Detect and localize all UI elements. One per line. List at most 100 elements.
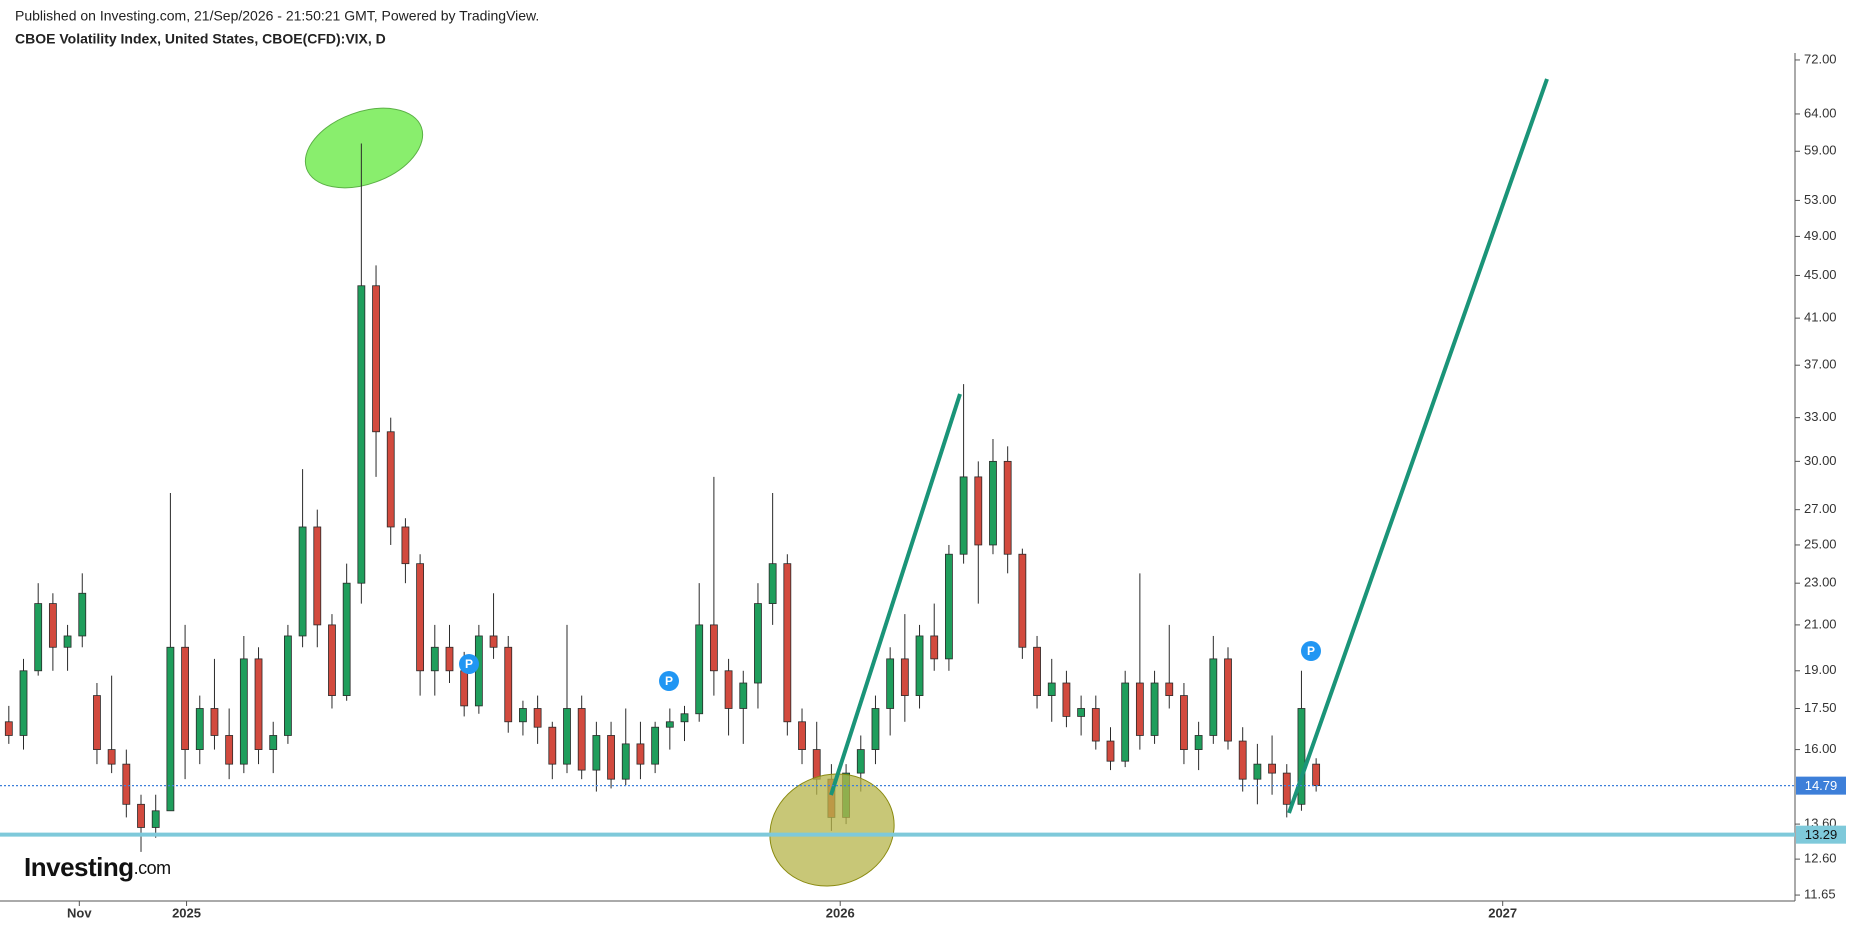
candle-body xyxy=(151,810,160,828)
candle xyxy=(1224,647,1232,750)
candle xyxy=(1282,764,1291,818)
y-tick-label: 19.00 xyxy=(1804,662,1837,677)
x-tick-label: 2027 xyxy=(1488,905,1517,920)
candle-body xyxy=(48,603,57,648)
candle-body xyxy=(798,721,806,750)
y-tick-label: 33.00 xyxy=(1804,409,1837,424)
y-tick-label: 21.00 xyxy=(1804,616,1837,631)
candle xyxy=(1121,670,1130,768)
candle-body xyxy=(1150,682,1159,736)
candle xyxy=(107,675,116,774)
price-label-box xyxy=(1796,825,1846,844)
candle-body xyxy=(328,624,336,696)
candle xyxy=(445,624,454,684)
candle-body xyxy=(430,646,439,672)
candle xyxy=(313,509,322,648)
candle-body xyxy=(563,708,571,765)
candle xyxy=(959,384,968,564)
candle-body xyxy=(989,460,997,546)
y-tick-label: 49.00 xyxy=(1804,228,1837,243)
candle-body xyxy=(137,803,145,828)
candle-body xyxy=(856,749,865,774)
candle-body xyxy=(1062,682,1071,717)
logo-word: Investing xyxy=(24,852,134,882)
candle-body xyxy=(489,635,498,648)
candle xyxy=(298,469,307,648)
candle xyxy=(592,721,601,792)
candle-body xyxy=(739,682,748,709)
candle xyxy=(577,695,586,780)
chart-title: CBOE Volatility Index, United States, CB… xyxy=(15,31,386,47)
candle-body xyxy=(401,526,410,565)
candle xyxy=(1165,624,1174,709)
candle-body xyxy=(945,553,953,660)
candle xyxy=(695,583,704,722)
candle-body xyxy=(636,743,645,765)
candle xyxy=(284,624,292,744)
candle xyxy=(871,695,880,765)
candle xyxy=(1077,695,1086,736)
candle xyxy=(1062,670,1071,728)
plot-area xyxy=(304,107,424,189)
candle xyxy=(1047,658,1056,722)
candle-body xyxy=(959,476,968,555)
price-label: 14.79 xyxy=(1805,778,1838,793)
candle xyxy=(210,658,219,750)
marker-icon xyxy=(459,654,479,674)
candle-body xyxy=(166,646,175,812)
y-tick-label: 72.00 xyxy=(1804,51,1837,66)
candle-body xyxy=(900,658,909,696)
candle-body xyxy=(695,624,704,715)
candle-body xyxy=(930,635,939,660)
candle-body xyxy=(298,526,307,637)
highlight-ellipse xyxy=(304,107,424,189)
candle-body xyxy=(122,763,131,805)
marker-label: P xyxy=(665,674,673,688)
candle-body xyxy=(284,635,292,736)
annotations: P P P xyxy=(459,78,1549,887)
candle-body xyxy=(386,431,395,528)
candle xyxy=(93,683,101,765)
candle-body xyxy=(445,646,454,672)
logo: Investing.com xyxy=(24,852,171,882)
candle-body xyxy=(239,658,248,765)
candle-body xyxy=(474,635,483,707)
candle xyxy=(181,624,189,780)
candle-body xyxy=(607,735,615,780)
candle xyxy=(19,658,28,750)
candle-body xyxy=(342,582,351,696)
candles xyxy=(4,143,1321,852)
candle xyxy=(709,476,718,696)
candle xyxy=(548,721,557,780)
price-label: 13.29 xyxy=(1805,827,1838,842)
candle-body xyxy=(1091,708,1100,742)
candle xyxy=(665,708,674,750)
candle-body xyxy=(1238,740,1247,780)
candle-body xyxy=(1297,708,1306,805)
candle-body xyxy=(812,749,821,780)
candle xyxy=(607,721,615,789)
y-tick-label: 17.50 xyxy=(1804,700,1837,715)
highlight-ellipse xyxy=(769,773,895,887)
candle-body xyxy=(1018,553,1027,648)
y-tick-label: 45.00 xyxy=(1804,267,1837,282)
candle xyxy=(1003,446,1012,574)
candle xyxy=(357,143,366,604)
candle-body xyxy=(754,603,762,684)
candle-body xyxy=(372,285,380,433)
candle-body xyxy=(974,476,983,546)
candle xyxy=(754,583,762,709)
candle xyxy=(1180,683,1188,765)
candle-body xyxy=(533,708,542,728)
candle-body xyxy=(1268,763,1276,774)
candle-body xyxy=(1033,646,1041,696)
candle xyxy=(989,438,997,555)
candle-body xyxy=(709,624,718,672)
candle-body xyxy=(665,721,674,728)
candle-body xyxy=(1180,695,1188,750)
candle-body xyxy=(1312,763,1321,787)
y-tick-label: 27.00 xyxy=(1804,501,1837,516)
candle xyxy=(886,647,895,736)
candle xyxy=(798,708,806,765)
candle xyxy=(122,749,131,818)
